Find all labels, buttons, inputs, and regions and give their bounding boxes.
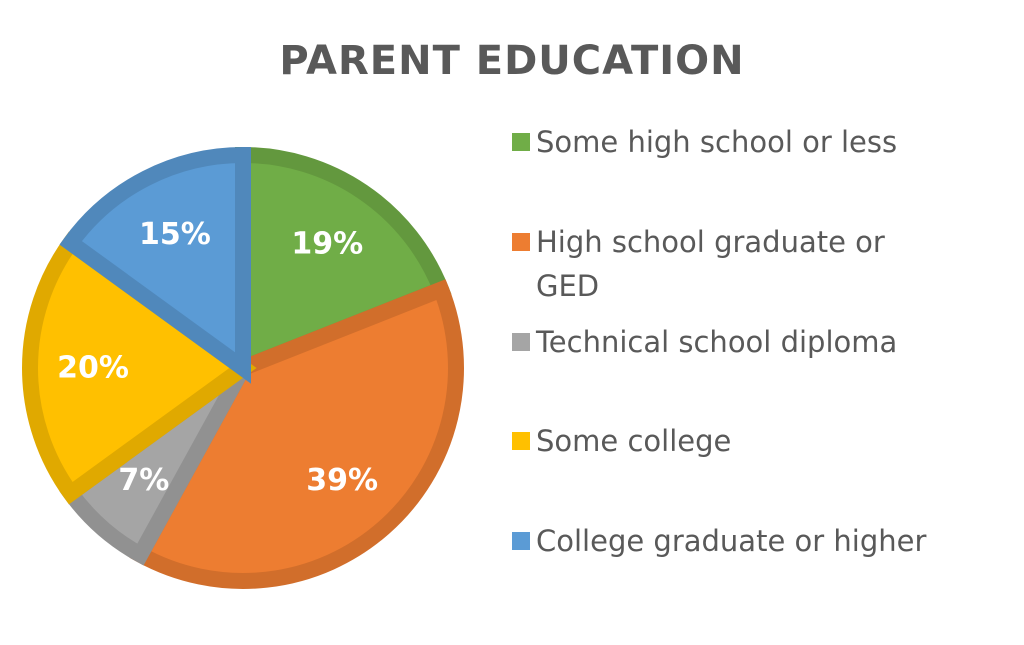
legend-swatch xyxy=(512,432,530,450)
legend-swatch xyxy=(512,133,530,151)
pie-data-label: 19% xyxy=(291,226,363,261)
legend-swatch xyxy=(512,532,530,550)
pie-data-label: 15% xyxy=(139,217,211,252)
pie-slice xyxy=(235,146,452,380)
legend-swatch xyxy=(512,333,530,351)
pie-labels: 19% 39% 7% 20% 15% xyxy=(57,217,378,498)
legend-label: High school graduate or GED xyxy=(536,225,885,303)
legend-label: Some college xyxy=(536,424,732,458)
pie-data-label: 7% xyxy=(118,463,169,498)
legend-label: College graduate or higher xyxy=(536,524,927,558)
pie-slices xyxy=(22,146,464,589)
legend-label: Technical school diploma xyxy=(536,325,898,359)
legend-label: Some high school or less xyxy=(536,125,898,159)
legend-swatch xyxy=(512,233,530,251)
pie-data-label: 20% xyxy=(57,351,129,386)
chart-title: PARENT EDUCATION xyxy=(279,38,745,84)
pie-data-label: 39% xyxy=(306,463,378,498)
pie-slice xyxy=(59,146,251,384)
pie-slice xyxy=(22,231,257,505)
pie-slice xyxy=(129,279,464,589)
